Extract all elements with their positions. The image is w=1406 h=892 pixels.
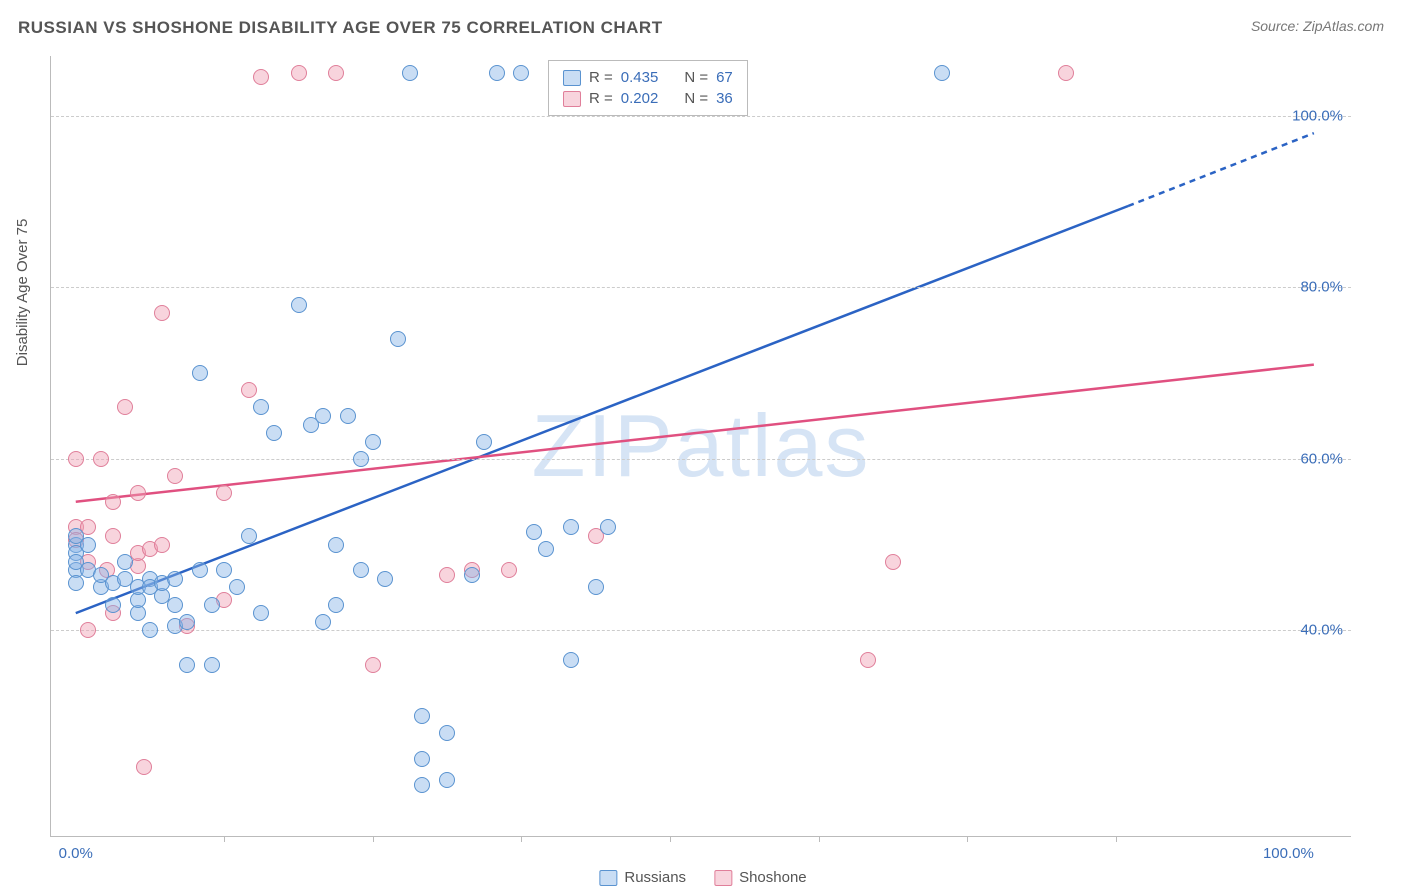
dot-russians bbox=[365, 434, 381, 450]
r-value: 0.435 bbox=[621, 69, 659, 86]
source-prefix: Source: bbox=[1251, 18, 1303, 34]
dot-russians bbox=[117, 554, 133, 570]
gridline-h bbox=[51, 459, 1351, 460]
n-label: N = bbox=[684, 69, 708, 86]
xtick-minor bbox=[670, 836, 671, 842]
dot-russians bbox=[390, 331, 406, 347]
dot-shoshone bbox=[167, 468, 183, 484]
n-value: 67 bbox=[716, 69, 733, 86]
dot-russians bbox=[464, 567, 480, 583]
dot-russians bbox=[315, 614, 331, 630]
ytick-label: 80.0% bbox=[1300, 279, 1343, 296]
dot-russians bbox=[179, 614, 195, 630]
gridline-h bbox=[51, 116, 1351, 117]
xtick-minor bbox=[224, 836, 225, 842]
xtick-minor bbox=[373, 836, 374, 842]
dot-russians bbox=[241, 528, 257, 544]
legend-row-russians: R = 0.435 N = 67 bbox=[563, 67, 733, 88]
dot-russians bbox=[105, 597, 121, 613]
ytick-label: 60.0% bbox=[1300, 450, 1343, 467]
dot-russians bbox=[526, 524, 542, 540]
dot-russians bbox=[179, 657, 195, 673]
legend-item-shoshone: Shoshone bbox=[714, 869, 807, 886]
dot-shoshone bbox=[291, 65, 307, 81]
dot-russians bbox=[476, 434, 492, 450]
swatch-russians bbox=[563, 70, 581, 86]
r-value: 0.202 bbox=[621, 90, 659, 107]
legend-row-shoshone: R = 0.202 N = 36 bbox=[563, 88, 733, 109]
dot-russians bbox=[291, 297, 307, 313]
r-label: R = bbox=[589, 69, 613, 86]
series-legend: Russians Shoshone bbox=[599, 869, 806, 886]
dot-shoshone bbox=[68, 451, 84, 467]
dot-shoshone bbox=[885, 554, 901, 570]
dot-russians bbox=[538, 541, 554, 557]
source-name: ZipAtlas.com bbox=[1303, 18, 1384, 34]
gridline-h bbox=[51, 630, 1351, 631]
dot-russians bbox=[192, 365, 208, 381]
dot-russians bbox=[353, 451, 369, 467]
dot-russians bbox=[204, 597, 220, 613]
legend-item-russians: Russians bbox=[599, 869, 686, 886]
ytick-label: 100.0% bbox=[1292, 108, 1343, 125]
swatch-shoshone bbox=[563, 91, 581, 107]
dot-shoshone bbox=[365, 657, 381, 673]
dot-shoshone bbox=[130, 485, 146, 501]
legend-label: Shoshone bbox=[739, 869, 807, 886]
xtick-label: 100.0% bbox=[1263, 845, 1314, 862]
dot-russians bbox=[328, 537, 344, 553]
dot-russians bbox=[489, 65, 505, 81]
ytick-label: 40.0% bbox=[1300, 622, 1343, 639]
dot-russians bbox=[204, 657, 220, 673]
dot-russians bbox=[80, 537, 96, 553]
gridline-h bbox=[51, 287, 1351, 288]
dot-russians bbox=[167, 571, 183, 587]
chart-title: RUSSIAN VS SHOSHONE DISABILITY AGE OVER … bbox=[18, 18, 663, 38]
legend-label: Russians bbox=[624, 869, 686, 886]
dot-shoshone bbox=[439, 567, 455, 583]
swatch-shoshone bbox=[714, 870, 732, 886]
dot-russians bbox=[167, 597, 183, 613]
swatch-russians bbox=[599, 870, 617, 886]
xtick-minor bbox=[521, 836, 522, 842]
plot-area: ZIPatlas 40.0%60.0%80.0%100.0%0.0%100.0% bbox=[50, 56, 1351, 837]
source-attribution: Source: ZipAtlas.com bbox=[1251, 18, 1384, 34]
trend-lines-layer bbox=[51, 56, 1351, 836]
n-value: 36 bbox=[716, 90, 733, 107]
dot-shoshone bbox=[154, 537, 170, 553]
y-axis-label: Disability Age Over 75 bbox=[14, 219, 31, 367]
dot-shoshone bbox=[105, 494, 121, 510]
correlation-legend: R = 0.435 N = 67 R = 0.202 N = 36 bbox=[548, 60, 748, 116]
dot-shoshone bbox=[105, 528, 121, 544]
xtick-minor bbox=[819, 836, 820, 842]
xtick-minor bbox=[967, 836, 968, 842]
r-label: R = bbox=[589, 90, 613, 107]
dot-russians bbox=[192, 562, 208, 578]
dot-russians bbox=[353, 562, 369, 578]
xtick-label: 0.0% bbox=[59, 845, 93, 862]
dot-russians bbox=[266, 425, 282, 441]
dot-shoshone bbox=[328, 65, 344, 81]
dot-shoshone bbox=[93, 451, 109, 467]
dot-russians bbox=[328, 597, 344, 613]
dot-russians bbox=[414, 777, 430, 793]
xtick-minor bbox=[1116, 836, 1117, 842]
dot-russians bbox=[68, 575, 84, 591]
n-label: N = bbox=[684, 90, 708, 107]
